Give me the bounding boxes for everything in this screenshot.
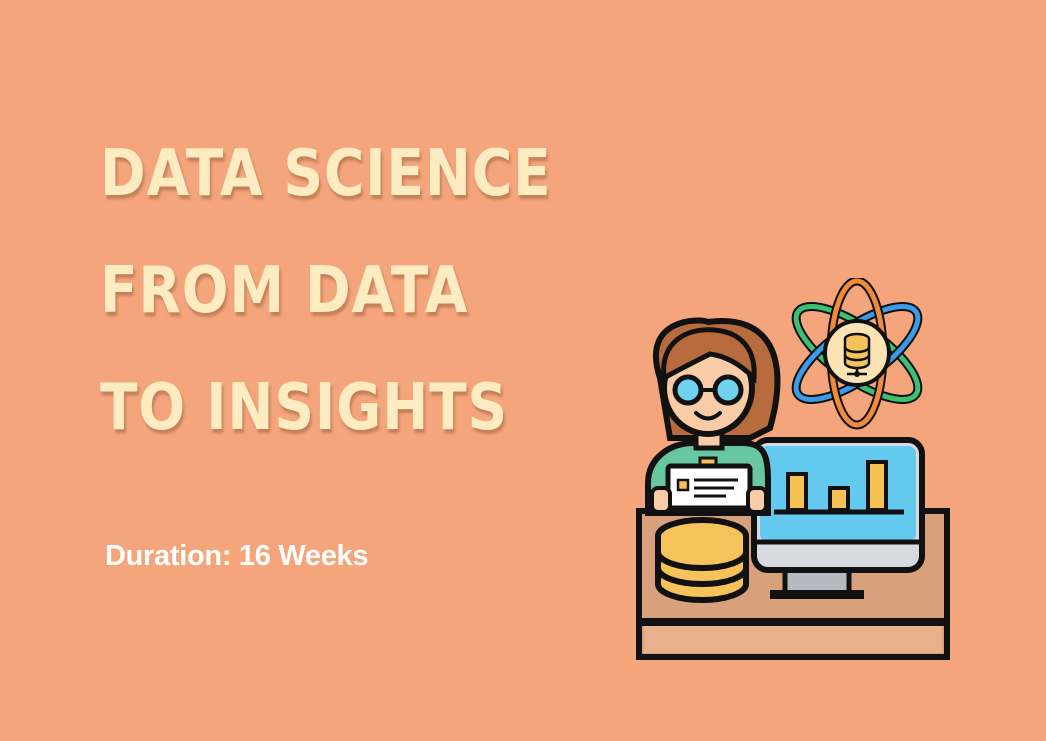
duration-text: Duration: 16 Weeks	[105, 540, 369, 572]
title-line-2: FROM DATA	[100, 254, 469, 328]
monitor-icon	[751, 437, 925, 599]
bar-chart-icon	[774, 460, 904, 515]
title-line-3: TO INSIGHTS	[100, 371, 509, 445]
database-icon	[655, 517, 749, 603]
title-line-1: DATA SCIENCE	[100, 137, 552, 211]
data-scientist-illustration	[636, 278, 950, 660]
data-scientist-icon	[645, 317, 781, 516]
glasses-icon	[672, 374, 744, 406]
atom-icon	[791, 278, 923, 430]
atom-database-icon	[843, 332, 871, 377]
hero-title: DATA SCIENCE FROM DATA TO INSIGHTS	[100, 137, 640, 467]
